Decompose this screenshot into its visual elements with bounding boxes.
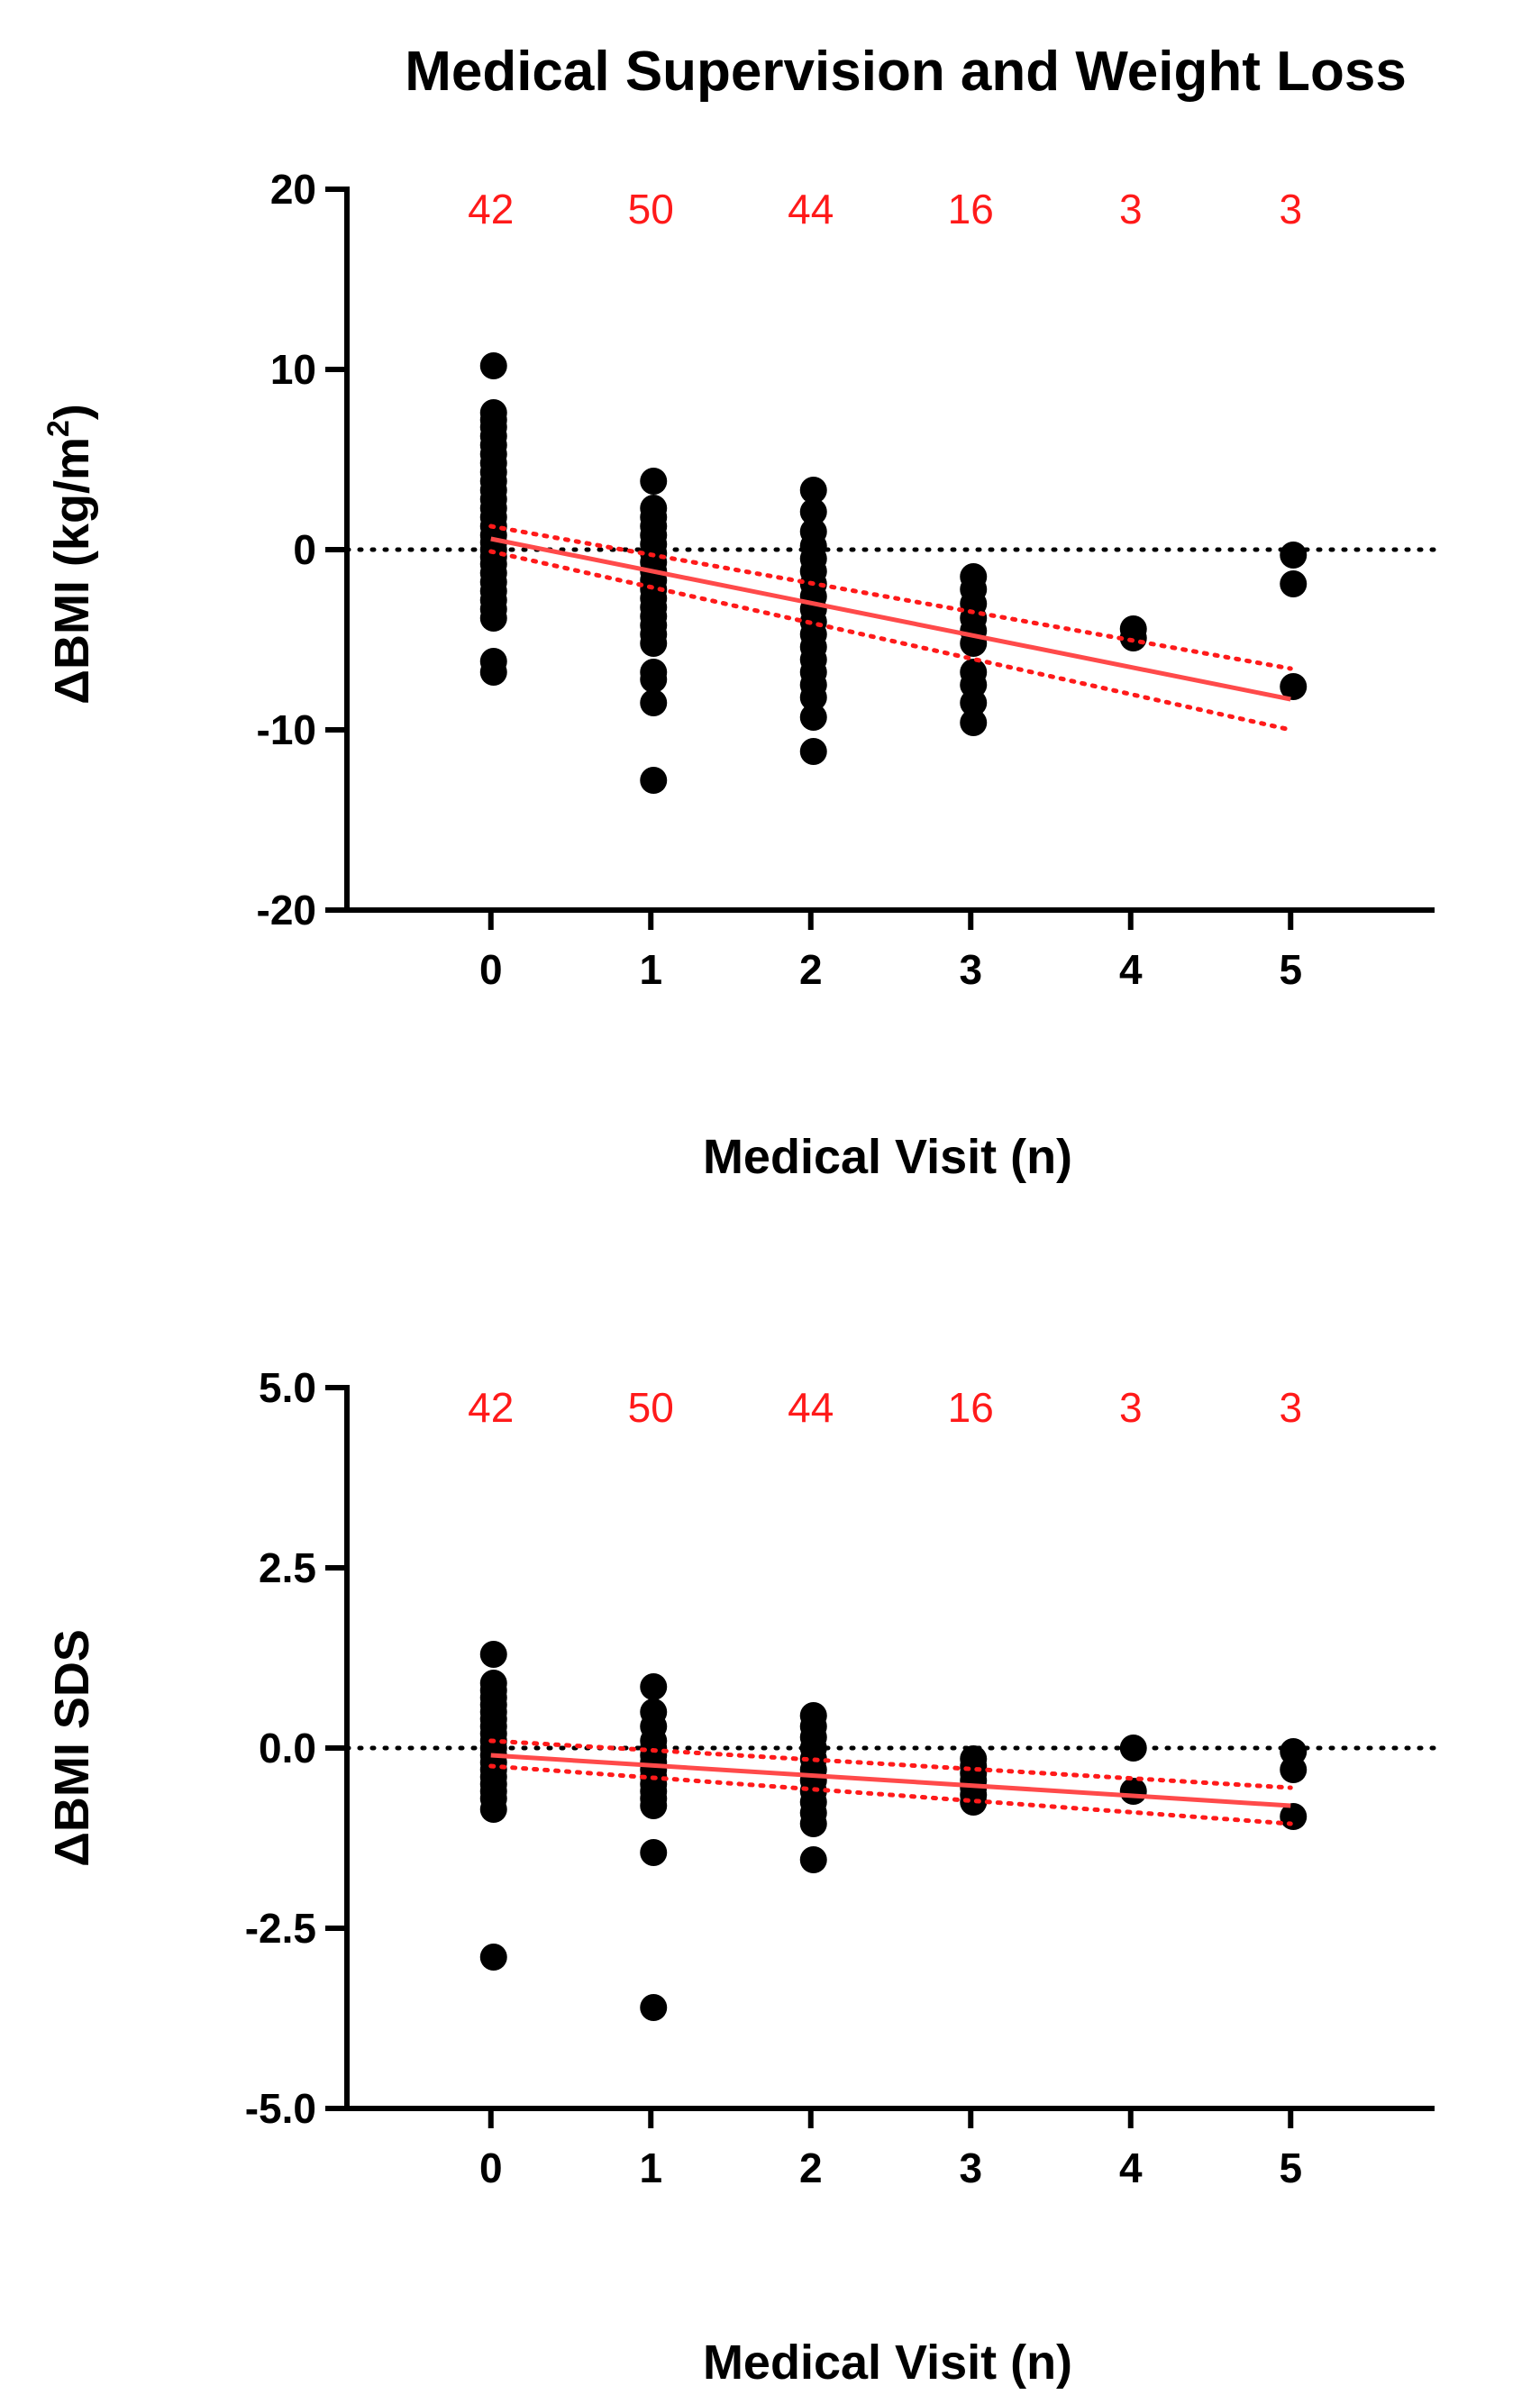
count-label: 16 xyxy=(948,186,994,232)
data-point xyxy=(479,352,507,379)
data-point xyxy=(799,477,827,504)
data-point xyxy=(960,709,988,736)
data-point xyxy=(640,1839,668,1866)
count-label: 3 xyxy=(1279,186,1302,232)
bmi-sds-change-panel: 42 50 44 16 3 3 5.0 2.5 0.0 -2.5 -5.0 0 1 2 3 4 5 ΔBMI… xyxy=(45,1364,1437,2390)
data-point xyxy=(640,689,668,716)
data-point xyxy=(640,630,668,657)
y-tick-label: 5.0 xyxy=(259,1364,316,1411)
data-point xyxy=(1280,673,1308,700)
x-tick-label: 4 xyxy=(1119,2144,1143,2191)
count-label: 44 xyxy=(788,186,834,232)
data-point xyxy=(1119,1735,1147,1762)
data-point xyxy=(640,666,668,693)
y-tick-label: 0 xyxy=(293,526,316,573)
y-tick-labels: 20 10 0 -10 -20 xyxy=(257,166,347,933)
data-point xyxy=(799,498,827,525)
data-point xyxy=(960,689,988,716)
x-tick-labels: 0 1 2 3 4 5 xyxy=(479,2108,1302,2191)
y-tick-label: 2.5 xyxy=(259,1544,316,1591)
count-label: 42 xyxy=(468,1384,514,1431)
data-point xyxy=(479,659,507,686)
x-tick-label: 2 xyxy=(799,946,823,993)
y-axis-label: ΔBMI SDS xyxy=(45,1629,99,1867)
data-point xyxy=(640,468,668,495)
data-point xyxy=(1280,1803,1308,1830)
data-point xyxy=(1280,1756,1308,1783)
y-tick-label: -20 xyxy=(257,887,316,933)
y-tick-label: 10 xyxy=(270,346,316,393)
ci-lower-line xyxy=(488,549,1293,733)
ci-lower-line xyxy=(488,1763,1293,1826)
count-label: 16 xyxy=(948,1384,994,1431)
y-tick-label: 20 xyxy=(270,166,316,213)
data-point xyxy=(479,605,507,632)
data-point xyxy=(960,1789,988,1816)
count-label: 3 xyxy=(1279,1384,1302,1431)
data-point xyxy=(479,1796,507,1823)
y-tick-label: -2.5 xyxy=(245,1905,316,1952)
data-point xyxy=(640,767,668,794)
x-tick-labels: 0 1 2 3 4 5 xyxy=(479,910,1302,993)
data-point xyxy=(479,1641,507,1668)
data-point xyxy=(640,1994,668,2021)
x-tick-label: 2 xyxy=(799,2144,823,2191)
fit-line xyxy=(490,536,1291,702)
x-tick-label: 5 xyxy=(1279,2144,1302,2191)
regression-lines xyxy=(488,524,1293,733)
x-tick-label: 4 xyxy=(1119,946,1143,993)
data-point xyxy=(640,1673,668,1700)
data-point xyxy=(1280,542,1308,569)
data-point xyxy=(640,1792,668,1819)
figure-title: Medical Supervision and Weight Loss xyxy=(405,41,1407,103)
x-tick-label: 3 xyxy=(959,2144,982,2191)
data-point xyxy=(799,1810,827,1837)
count-label: 3 xyxy=(1119,186,1143,232)
sample-counts: 42 50 44 16 3 3 xyxy=(468,186,1302,232)
x-tick-label: 1 xyxy=(639,2144,662,2191)
count-label: 42 xyxy=(468,186,514,232)
data-point xyxy=(799,1846,827,1873)
y-tick-labels: 5.0 2.5 0.0 -2.5 -5.0 xyxy=(245,1364,347,2132)
data-points xyxy=(479,352,1308,794)
y-tick-label: -10 xyxy=(257,706,316,753)
data-point xyxy=(1119,1778,1147,1805)
x-tick-label: 0 xyxy=(479,946,503,993)
count-label: 50 xyxy=(628,1384,674,1431)
y-tick-label: 0.0 xyxy=(259,1725,316,1771)
data-point xyxy=(799,704,827,731)
x-axis-label: Medical Visit (n) xyxy=(703,2336,1072,2390)
x-tick-label: 3 xyxy=(959,946,982,993)
bmi-change-panel: 42 50 44 16 3 3 20 10 0 -10 -20 0 1 2 3 4 5 ΔBMI (kg/m… xyxy=(41,166,1437,1184)
y-tick-label: -5.0 xyxy=(245,2085,316,2132)
x-tick-label: 1 xyxy=(639,946,662,993)
data-point xyxy=(799,684,827,711)
data-points xyxy=(479,1641,1308,2021)
x-tick-label: 0 xyxy=(479,2144,503,2191)
x-tick-label: 5 xyxy=(1279,946,1302,993)
count-label: 50 xyxy=(628,186,674,232)
data-point xyxy=(1119,624,1147,651)
data-point xyxy=(799,738,827,765)
x-axis-label: Medical Visit (n) xyxy=(703,1130,1072,1184)
sample-counts: 42 50 44 16 3 3 xyxy=(468,1384,1302,1431)
fit-line xyxy=(490,1753,1291,1808)
y-axis-label: ΔBMI (kg/m2) xyxy=(41,404,99,705)
data-point xyxy=(1280,570,1308,597)
ci-upper-line xyxy=(488,1738,1293,1790)
regression-lines xyxy=(488,1738,1293,1826)
data-point xyxy=(479,1944,507,1971)
count-label: 44 xyxy=(788,1384,834,1431)
count-label: 3 xyxy=(1119,1384,1143,1431)
